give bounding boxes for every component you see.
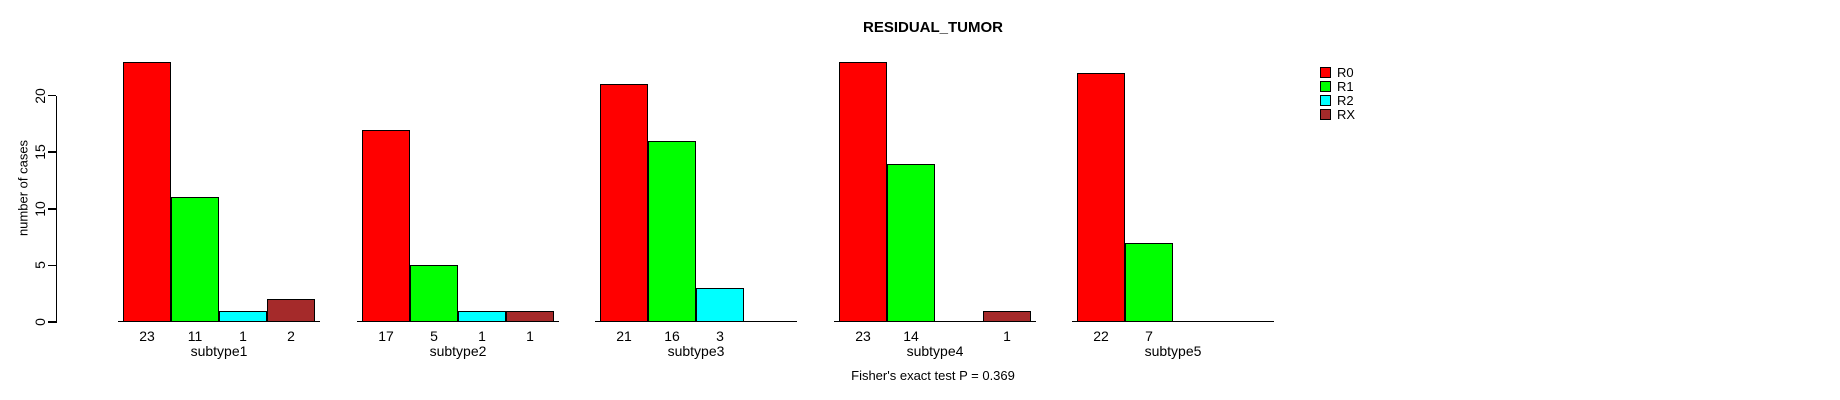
bar-value-label: 16 [664, 328, 680, 344]
legend-label: R2 [1337, 93, 1354, 108]
bar-r0-subtype1 [123, 62, 171, 322]
category-label: subtype1 [190, 343, 248, 359]
group-baseline [1072, 320, 1274, 322]
bar-value-label: 11 [187, 328, 203, 344]
bar-r1-subtype3 [648, 141, 696, 322]
bar-value-label: 1 [526, 328, 534, 344]
bar-r0-subtype4 [839, 62, 887, 322]
y-axis-tick [47, 94, 56, 97]
bar-r0-subtype3 [600, 84, 648, 322]
bar-value-label: 1 [1003, 328, 1011, 344]
category-label: subtype5 [1144, 343, 1202, 359]
y-axis-tick [47, 264, 56, 267]
legend-item: R1 [1320, 79, 1354, 94]
bar-r0-subtype5 [1077, 73, 1125, 322]
bar-r2-subtype2 [458, 311, 506, 322]
bar-r0-subtype2 [362, 130, 410, 322]
group-baseline [834, 320, 1036, 322]
legend-label: R0 [1337, 65, 1354, 80]
y-axis-tick [47, 208, 56, 210]
bar-r2-subtype3 [696, 288, 744, 322]
bar-r1-subtype2 [410, 265, 458, 322]
bar-r1-subtype5 [1125, 243, 1173, 322]
legend-label: RX [1337, 107, 1356, 122]
bar-rx-subtype2 [506, 311, 554, 322]
bar-value-label: 17 [378, 328, 394, 344]
y-axis-line [55, 95, 57, 324]
bar-r1-subtype4 [887, 164, 935, 322]
bar-value-label: 22 [1093, 328, 1109, 344]
chart-title: RESIDUAL_TUMOR [862, 19, 1004, 36]
legend-swatch-r2 [1320, 95, 1331, 106]
bar-r1-subtype1 [171, 197, 219, 322]
bar-value-label: 3 [716, 328, 724, 344]
legend-swatch-r0 [1320, 67, 1331, 78]
bar-value-label: 7 [1145, 328, 1153, 344]
bar-rx-subtype4 [983, 311, 1031, 322]
y-axis-tick [47, 151, 56, 153]
legend-item: R0 [1320, 65, 1354, 80]
category-label: subtype4 [906, 343, 964, 359]
bar-value-label: 5 [430, 328, 438, 344]
bar-value-label: 23 [855, 328, 871, 344]
bar-value-label: 1 [478, 328, 486, 344]
category-label: subtype2 [429, 343, 487, 359]
y-axis-tick [47, 321, 56, 323]
bar-r2-subtype1 [219, 311, 267, 322]
fisher-test-annotation: Fisher's exact test P = 0.369 [851, 368, 1015, 383]
legend-item: R2 [1320, 93, 1354, 108]
bar-value-label: 23 [139, 328, 155, 344]
legend-item: RX [1320, 107, 1356, 122]
bar-value-label: 2 [287, 328, 295, 344]
legend-label: R1 [1337, 79, 1354, 94]
bar-value-label: 1 [239, 328, 247, 344]
category-label: subtype3 [667, 343, 725, 359]
bar-value-label: 14 [903, 328, 919, 344]
legend-swatch-rx [1320, 109, 1331, 120]
legend-swatch-r1 [1320, 81, 1331, 92]
bar-rx-subtype1 [267, 299, 315, 322]
bar-value-label: 21 [616, 328, 632, 344]
